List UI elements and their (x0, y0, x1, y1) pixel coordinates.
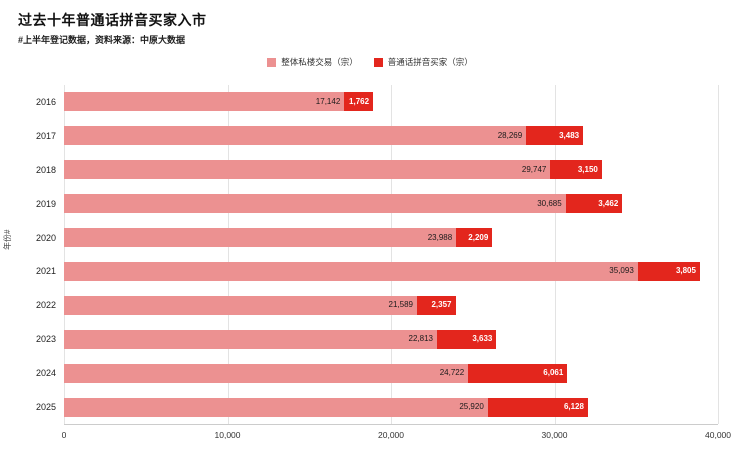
year-tick-label: 2016 (35, 96, 56, 107)
year-tick-label: 2021 (35, 266, 56, 277)
bar-value-label: 24,722 (439, 368, 465, 378)
bar-value-label: 28,269 (497, 130, 523, 140)
bar-value-label: 3,150 (577, 164, 598, 174)
legend-label-mandarin: 普通话拼音买家（宗） (387, 57, 473, 67)
gridline (718, 85, 719, 424)
bar-track: 22,813 3,633 (64, 329, 718, 349)
x-tick-label: 10,000 (214, 430, 241, 440)
year-tick-label: 2018 (35, 164, 56, 175)
bar-row: 2024 24,722 6,061 (36, 356, 718, 390)
bar-value-label: 2,209 (468, 232, 489, 242)
chart-title: 过去十年普通话拼音买家入市 (18, 12, 207, 28)
legend-item-mandarin: 普通话拼音买家（宗） (373, 56, 473, 68)
bar-rows: 2016 17,142 1,762 2017 28,269 3,483 2018 29,747… (36, 85, 718, 424)
legend-swatch-mandarin (373, 57, 383, 67)
x-tick-label: 0 (61, 430, 67, 440)
bar-segment-overall: 35,093 (64, 261, 638, 281)
legend-item-overall: 整体私楼交易（宗） (267, 56, 358, 68)
x-tick-label: 40,000 (705, 430, 731, 440)
bar-segment-mandarin: 3,150 (550, 160, 602, 180)
bar-value-label: 3,805 (675, 266, 696, 276)
bar-value-label: 6,128 (563, 402, 584, 412)
bar-track: 23,988 2,209 (64, 228, 718, 248)
year-tick-label: 2023 (35, 334, 56, 345)
bar-segment-overall: 30,685 (64, 194, 566, 214)
year-tick-label: 2017 (35, 130, 56, 141)
bar-track: 25,920 6,128 (64, 397, 718, 417)
bar-segment-mandarin: 1,762 (344, 92, 374, 112)
gridline (227, 85, 229, 424)
bar-row: 2017 28,269 3,483 (36, 119, 718, 153)
bar-value-label: 3,462 (598, 198, 619, 208)
bar-segment-mandarin: 3,633 (436, 329, 497, 349)
bar-segment-mandarin: 3,483 (526, 126, 584, 146)
bar-segment-overall: 29,747 (64, 160, 551, 180)
x-tick-label: 20,000 (378, 430, 404, 440)
bar-value-label: 23,988 (427, 232, 453, 242)
bar-value-label: 2,357 (431, 300, 452, 310)
bar-segment-overall: 24,722 (64, 363, 469, 383)
bar-row: 2016 17,142 1,762 (36, 85, 718, 119)
bar-value-label: 25,920 (459, 402, 484, 412)
bar-track: 24,722 6,061 (64, 363, 718, 383)
bar-row: 2025 25,920 6,128 (36, 390, 718, 424)
gridline (554, 85, 556, 424)
bar-segment-mandarin: 6,128 (487, 397, 588, 417)
bar-segment-mandarin: 3,462 (565, 194, 623, 214)
x-axis: 0 10,000 20,000 30,000 40,000 (61, 424, 731, 444)
bar-segment-overall: 23,988 (64, 228, 457, 248)
chart-subtitle: #上半年登记数据，资料来源：中原大数据 (18, 35, 186, 45)
bar-value-label: 21,589 (388, 300, 413, 310)
bar-segment-overall: 22,813 (64, 329, 437, 349)
bar-value-label: 3,483 (559, 130, 580, 140)
gridline (64, 85, 65, 424)
bar-track: 29,747 3,150 (64, 160, 718, 180)
bar-value-label: 30,685 (537, 198, 562, 208)
bar-segment-mandarin: 2,209 (456, 228, 493, 248)
bar-value-label: 29,747 (521, 164, 547, 174)
bar-track: 28,269 3,483 (64, 126, 718, 146)
bar-row: 2022 21,589 2,357 (36, 288, 718, 322)
gridline (391, 85, 392, 424)
year-tick-label: 2022 (35, 300, 56, 311)
plot-area: 2016 17,142 1,762 2017 28,269 3,483 2018 29,747… (36, 85, 731, 440)
bar-row: 2019 30,685 3,462 (36, 187, 718, 221)
bar-row: 2021 35,093 3,805 (36, 255, 718, 289)
bar-track: 35,093 3,805 (64, 261, 718, 281)
bar-value-label: 35,093 (609, 266, 634, 276)
bar-value-label: 6,061 (543, 368, 564, 378)
bar-segment-overall: 17,142 (64, 92, 345, 112)
bar-segment-overall: 21,589 (64, 295, 417, 315)
bar-value-label: 3,633 (472, 334, 493, 344)
y-axis-title: 年份# (3, 229, 12, 250)
bar-segment-mandarin: 6,061 (468, 363, 568, 383)
year-tick-label: 2020 (35, 232, 56, 243)
bar-segment-overall: 25,920 (64, 397, 488, 417)
bar-segment-mandarin: 3,805 (637, 261, 700, 281)
bar-track: 30,685 3,462 (64, 194, 718, 214)
legend: 整体私楼交易（宗） 普通话拼音买家（宗） (0, 56, 740, 68)
bar-value-label: 22,813 (408, 334, 433, 344)
year-tick-label: 2025 (35, 402, 56, 413)
gridlines (64, 85, 719, 424)
bar-value-label: 1,762 (349, 96, 370, 106)
year-tick-label: 2019 (35, 198, 56, 209)
bar-segment-mandarin: 2,357 (416, 295, 456, 315)
bar-segment-overall: 28,269 (64, 126, 527, 146)
bar-row: 2023 22,813 3,633 (36, 322, 718, 356)
x-tick-label: 30,000 (541, 430, 568, 440)
bar-track: 17,142 1,762 (64, 92, 718, 112)
bar-row: 2020 23,988 2,209 (36, 221, 718, 255)
bar-row: 2018 29,747 3,150 (36, 153, 718, 187)
year-tick-label: 2024 (35, 368, 56, 379)
legend-swatch-overall (267, 57, 277, 67)
bar-value-label: 17,142 (315, 96, 341, 106)
bar-track: 21,589 2,357 (64, 295, 718, 315)
legend-label-overall: 整体私楼交易（宗） (281, 57, 358, 67)
